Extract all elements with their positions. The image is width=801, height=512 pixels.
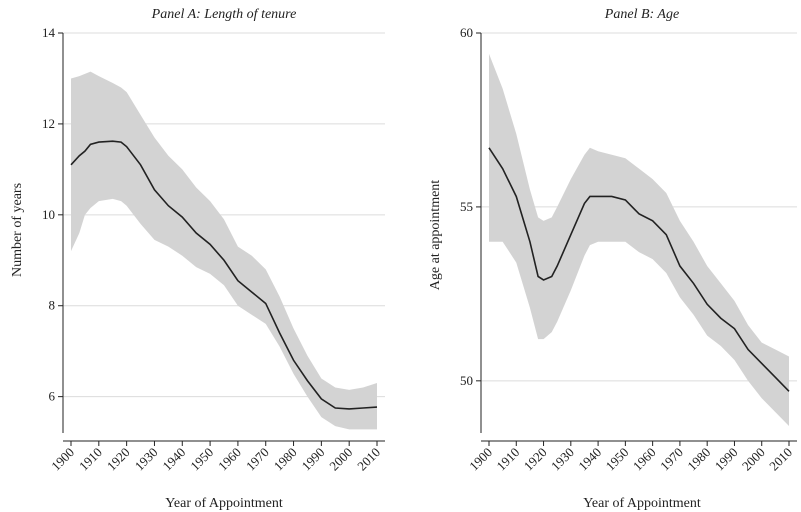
panel-a-estimate-line <box>70 140 378 410</box>
panel-a-x-tick-label: 1960 <box>215 445 244 474</box>
panel-b-y-tick-label: 50 <box>460 373 473 388</box>
panel-b-x-tick-label: 1930 <box>548 445 577 474</box>
panel-a-x-axis-label: Year of Appointment <box>165 496 283 511</box>
panel-a-y-tick-label: 14 <box>42 25 56 40</box>
panel-a-x-tick-label: 1980 <box>271 445 300 474</box>
panel-b-x-tick-label: 1940 <box>575 445 604 474</box>
panel-b-x-tick-label: 1950 <box>602 445 631 474</box>
panel-b-x-tick-label: 1980 <box>684 445 713 474</box>
panel-b-confidence-band <box>489 53 789 427</box>
panel-a-x-tick-label: 2010 <box>354 445 383 474</box>
panel-b-x-tick-label: 1920 <box>521 445 550 474</box>
panel-a-x-tick-label: 1920 <box>104 445 133 474</box>
panel-a-x-tick-label: 1910 <box>76 445 105 474</box>
panel-b-x-tick-label: 1990 <box>712 445 741 474</box>
panel-b-y-axis-label: Age at appointment <box>428 180 443 291</box>
panel-a-y-tick-label: 8 <box>49 298 56 313</box>
panel-b-x-tick-label: 1970 <box>657 445 686 474</box>
panel-a-y-axis-label: Number of years <box>10 183 25 277</box>
panel-a-confidence-band <box>71 71 377 430</box>
panel-a-y-tick-label: 10 <box>42 207 55 222</box>
panel-a-x-tick-label: 1900 <box>48 445 77 474</box>
panel-a-y-tick-label: 12 <box>42 116 55 131</box>
panel-b-x-axis-label: Year of Appointment <box>583 496 701 511</box>
panel-b-title: Panel B: Age <box>604 7 679 22</box>
panel-a-title: Panel A: Length of tenure <box>151 7 297 22</box>
panel-a-x-tick-label: 1970 <box>243 445 272 474</box>
panel-b: Panel B: Age Year of Appointment Age at … <box>428 7 797 511</box>
panel-a-x-tick-label: 1950 <box>187 445 216 474</box>
panel-b-y-tick-label: 60 <box>460 25 473 40</box>
panel-b-x-tick-label: 2000 <box>739 445 768 474</box>
panel-a-x-tick-label: 1930 <box>132 445 161 474</box>
panel-a-y-tick-label: 6 <box>49 389 56 404</box>
panel-a: Panel A: Length of tenure Year of Appoin… <box>10 7 385 511</box>
panel-b-x-tick-label: 1900 <box>466 445 495 474</box>
panel-a-x-tick-label: 1940 <box>159 445 188 474</box>
panel-a-x-tick-label: 2000 <box>326 445 355 474</box>
panel-b-x-tick-label: 1960 <box>630 445 659 474</box>
panel-b-estimate-line <box>488 147 790 392</box>
panel-b-y-tick-label: 55 <box>460 199 473 214</box>
panel-a-x-tick-label: 1990 <box>298 445 327 474</box>
panel-b-x-tick-label: 1910 <box>493 445 522 474</box>
panel-b-x-tick-label: 2010 <box>766 445 795 474</box>
